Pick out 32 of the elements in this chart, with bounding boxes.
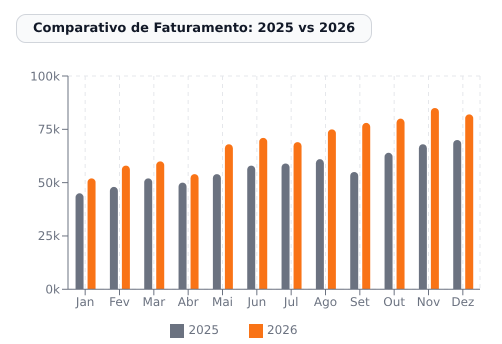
y-tick-label: 25k xyxy=(38,229,60,244)
bar xyxy=(88,178,96,290)
x-tick-label: Ago xyxy=(314,294,338,309)
bar xyxy=(190,174,199,290)
x-tick-label: Abr xyxy=(178,294,199,309)
bar xyxy=(224,144,233,290)
x-tick-label: Mai xyxy=(212,294,234,309)
bar xyxy=(396,118,405,290)
bar xyxy=(430,108,439,290)
bar xyxy=(156,161,164,290)
x-tick-label: Nov xyxy=(416,294,440,309)
legend-label: 2026 xyxy=(267,323,298,338)
x-tick-label: Mar xyxy=(142,294,166,309)
y-tick-label: 100k xyxy=(30,69,60,84)
x-tick-label: Fev xyxy=(109,294,130,309)
y-tick-label: 50k xyxy=(38,176,60,190)
bar xyxy=(122,166,130,290)
x-tick-label: Set xyxy=(350,294,370,309)
x-tick-label: Out xyxy=(383,294,406,309)
bar xyxy=(328,129,336,290)
bar xyxy=(465,114,474,290)
x-tick-label: Jan xyxy=(74,294,94,309)
x-tick-label: Jul xyxy=(282,294,298,309)
y-tick-label: 75k xyxy=(38,122,60,137)
x-tick-label: Dez xyxy=(451,294,474,309)
bar xyxy=(294,142,302,290)
bar xyxy=(259,138,268,290)
x-tick-label: Jun xyxy=(246,294,266,309)
y-tick-label: 0k xyxy=(45,282,60,297)
chart-title: Comparativo de Faturamento: 2025 vs 2026 xyxy=(16,14,372,43)
bar xyxy=(362,122,370,290)
legend-label: 2025 xyxy=(188,323,219,338)
